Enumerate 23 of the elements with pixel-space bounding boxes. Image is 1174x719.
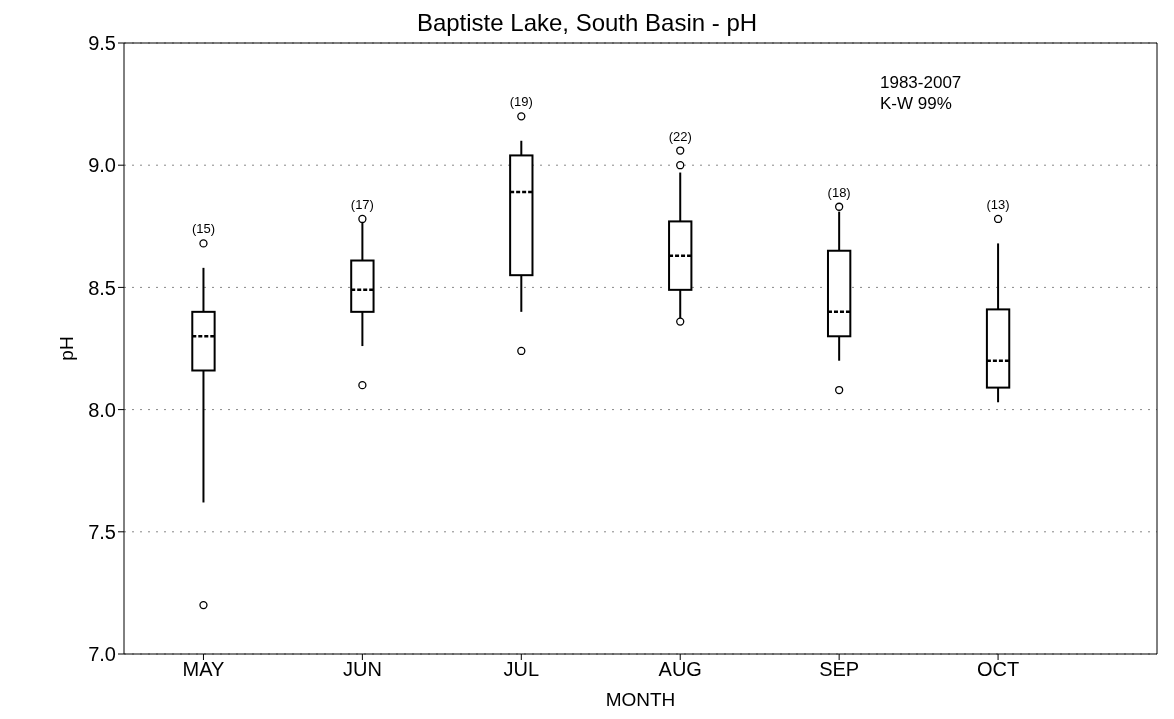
annotation: (18) (827, 184, 851, 200)
x-tick-label: JUN (342, 658, 382, 681)
annotation: (19) (509, 94, 533, 110)
x-tick-label: MAY (182, 658, 225, 681)
x-tick-label: OCT (976, 658, 1020, 681)
y-tick-label: 9.5 (88, 32, 116, 55)
x-axis-title: MONTH (605, 689, 676, 710)
x-tick-label: SEP (819, 658, 860, 681)
annotation: 1983-2007 (880, 72, 962, 93)
x-tick-label: JUL (503, 658, 540, 681)
y-tick-label: 9.0 (88, 154, 116, 177)
annotation: (17) (350, 196, 374, 212)
y-axis-title: pH (55, 336, 77, 361)
y-tick-label: 7.5 (88, 520, 116, 543)
y-tick-label: 8.5 (88, 276, 116, 299)
annotation: (15) (191, 221, 216, 237)
y-tick-label: 7.0 (88, 643, 116, 666)
x-tick-label: AUG (658, 658, 702, 681)
annotation: (13) (986, 196, 1010, 212)
annotation: K-W 99% (880, 93, 953, 114)
annotation: (22) (668, 128, 692, 144)
chart-title: Baptiste Lake, South Basin - pH (416, 9, 758, 36)
y-tick-label: 8.0 (88, 398, 116, 421)
